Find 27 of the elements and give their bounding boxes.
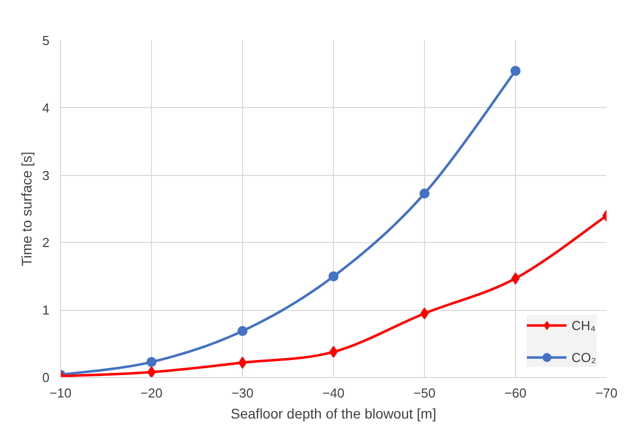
y-tick-label: 4	[42, 100, 50, 116]
x-tick-label: −40	[322, 386, 345, 400]
point	[420, 188, 430, 198]
x-tick-label: −30	[231, 386, 254, 400]
point	[147, 366, 156, 378]
legend-label: CH₄	[571, 318, 596, 332]
point	[146, 357, 156, 367]
point	[328, 271, 338, 282]
x-tick-label: −10	[49, 386, 72, 400]
x-tick-label: −20	[140, 386, 163, 400]
x-tick-label: −50	[413, 386, 436, 400]
y-axis-title: Time to surface [s]	[18, 152, 34, 266]
point	[420, 307, 429, 320]
point	[329, 346, 338, 358]
x-tick-label: −70	[595, 386, 618, 400]
point	[511, 272, 520, 284]
y-tick-label: 0	[42, 370, 50, 385]
point	[238, 356, 247, 369]
y-tick-label: 3	[42, 168, 50, 183]
legend-label: CO₂	[571, 350, 596, 364]
x-axis-title: Seafloor depth of the blowout [m]	[230, 406, 436, 422]
point	[510, 66, 520, 76]
y-tick-label: 2	[42, 235, 50, 250]
x-tick-label: −60	[504, 386, 527, 400]
y-tick-label: 1	[42, 302, 50, 318]
point	[238, 326, 248, 336]
y-tick-label: 5	[42, 33, 50, 48]
